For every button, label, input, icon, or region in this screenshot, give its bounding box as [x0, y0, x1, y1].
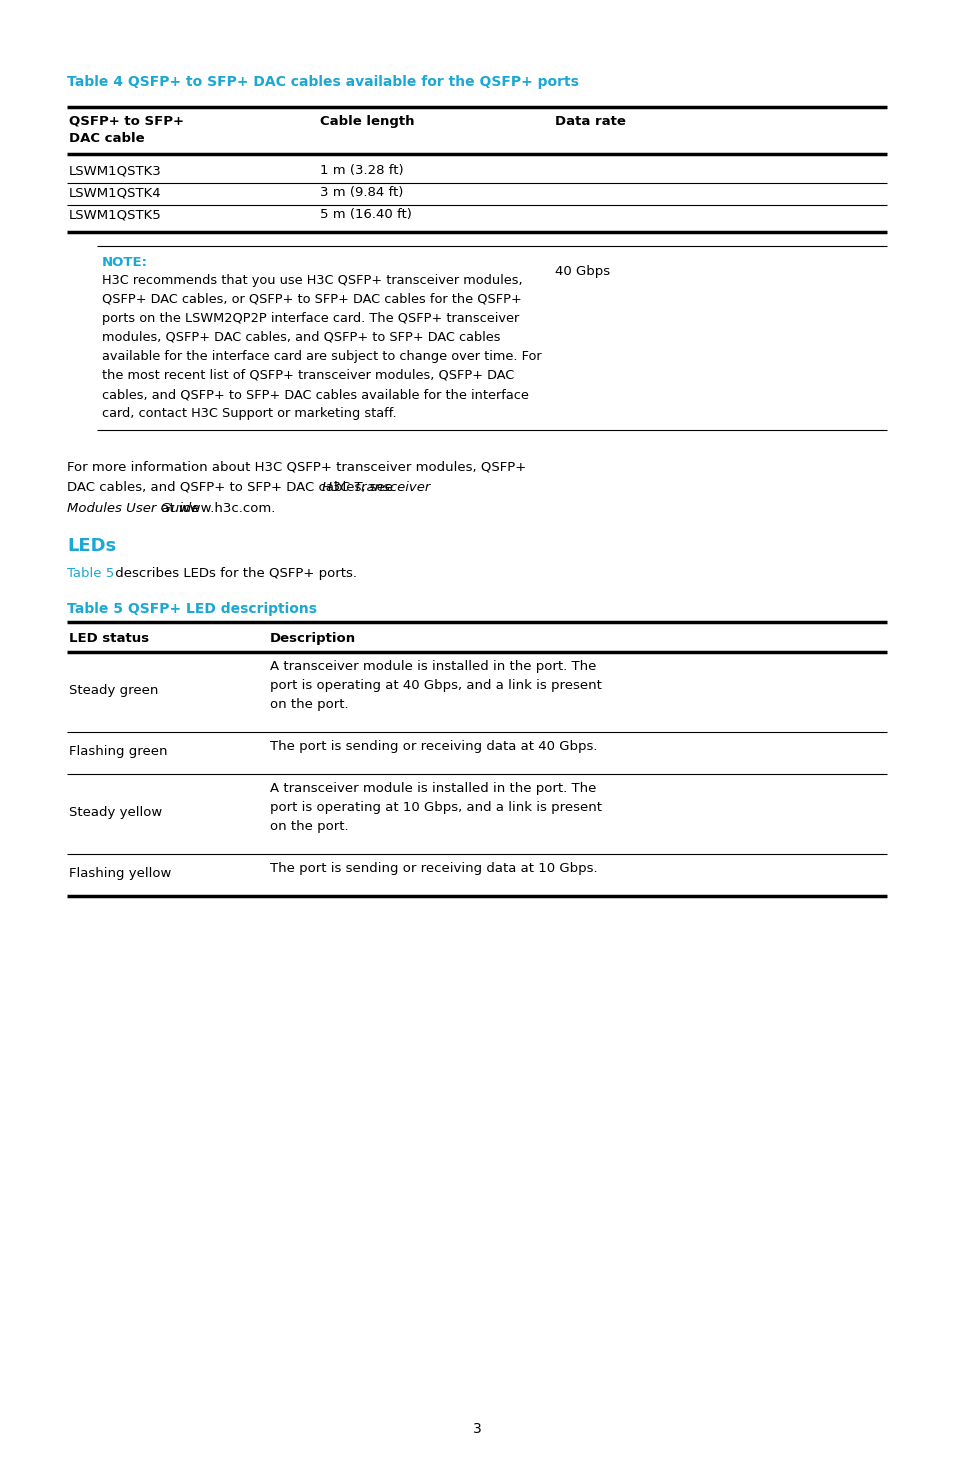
- Text: cables, and QSFP+ to SFP+ DAC cables available for the interface: cables, and QSFP+ to SFP+ DAC cables ava…: [102, 388, 528, 402]
- Text: QSFP+ DAC cables, or QSFP+ to SFP+ DAC cables for the QSFP+: QSFP+ DAC cables, or QSFP+ to SFP+ DAC c…: [102, 293, 521, 305]
- Text: the most recent list of QSFP+ transceiver modules, QSFP+ DAC: the most recent list of QSFP+ transceive…: [102, 369, 514, 382]
- Text: 1 m (3.28 ft): 1 m (3.28 ft): [319, 165, 403, 176]
- Text: 3 m (9.84 ft): 3 m (9.84 ft): [319, 187, 403, 199]
- Text: The port is sending or receiving data at 40 Gbps.: The port is sending or receiving data at…: [270, 740, 597, 753]
- Text: card, contact H3C Support or marketing staff.: card, contact H3C Support or marketing s…: [102, 408, 396, 419]
- Text: LSWM1QSTK5: LSWM1QSTK5: [69, 207, 162, 221]
- Text: Flashing yellow: Flashing yellow: [69, 867, 172, 880]
- Text: 40 Gbps: 40 Gbps: [555, 265, 610, 279]
- Text: at www.h3c.com.: at www.h3c.com.: [157, 502, 275, 516]
- Text: Steady yellow: Steady yellow: [69, 806, 162, 820]
- Text: available for the interface card are subject to change over time. For: available for the interface card are sub…: [102, 350, 541, 363]
- Text: on the port.: on the port.: [270, 698, 348, 711]
- Text: Modules User Guide: Modules User Guide: [67, 502, 199, 516]
- Text: LEDs: LEDs: [67, 536, 116, 554]
- Text: Table 5 QSFP+ LED descriptions: Table 5 QSFP+ LED descriptions: [67, 602, 316, 617]
- Text: ports on the LSWM2QP2P interface card. The QSFP+ transceiver: ports on the LSWM2QP2P interface card. T…: [102, 313, 518, 325]
- Text: LSWM1QSTK4: LSWM1QSTK4: [69, 187, 161, 199]
- Text: DAC cable: DAC cable: [69, 132, 145, 145]
- Text: Steady green: Steady green: [69, 685, 158, 697]
- Text: Flashing green: Flashing green: [69, 745, 168, 757]
- Text: NOTE:: NOTE:: [102, 256, 148, 270]
- Text: H3C Transceiver: H3C Transceiver: [322, 482, 430, 494]
- Text: port is operating at 10 Gbps, and a link is present: port is operating at 10 Gbps, and a link…: [270, 800, 601, 814]
- Text: LED status: LED status: [69, 631, 149, 645]
- Text: H3C recommends that you use H3C QSFP+ transceiver modules,: H3C recommends that you use H3C QSFP+ tr…: [102, 274, 522, 288]
- Text: DAC cables, and QSFP+ to SFP+ DAC cables, see: DAC cables, and QSFP+ to SFP+ DAC cables…: [67, 482, 397, 494]
- Text: QSFP+ to SFP+: QSFP+ to SFP+: [69, 116, 184, 127]
- Text: The port is sending or receiving data at 10 Gbps.: The port is sending or receiving data at…: [270, 863, 597, 874]
- Text: Data rate: Data rate: [555, 116, 625, 127]
- Text: port is operating at 40 Gbps, and a link is present: port is operating at 40 Gbps, and a link…: [270, 679, 601, 692]
- Text: modules, QSFP+ DAC cables, and QSFP+ to SFP+ DAC cables: modules, QSFP+ DAC cables, and QSFP+ to …: [102, 330, 500, 344]
- Text: describes LEDs for the QSFP+ ports.: describes LEDs for the QSFP+ ports.: [111, 568, 356, 579]
- Text: on the port.: on the port.: [270, 820, 348, 833]
- Text: 5 m (16.40 ft): 5 m (16.40 ft): [319, 207, 412, 221]
- Text: A transceiver module is installed in the port. The: A transceiver module is installed in the…: [270, 659, 596, 673]
- Text: For more information about H3C QSFP+ transceiver modules, QSFP+: For more information about H3C QSFP+ tra…: [67, 459, 526, 473]
- Text: 3: 3: [472, 1423, 481, 1436]
- Text: Table 5: Table 5: [67, 568, 114, 579]
- Text: Cable length: Cable length: [319, 116, 414, 127]
- Text: Table 4 QSFP+ to SFP+ DAC cables available for the QSFP+ ports: Table 4 QSFP+ to SFP+ DAC cables availab…: [67, 76, 578, 89]
- Text: A transceiver module is installed in the port. The: A transceiver module is installed in the…: [270, 782, 596, 794]
- Text: Description: Description: [270, 631, 355, 645]
- Text: LSWM1QSTK3: LSWM1QSTK3: [69, 165, 162, 176]
